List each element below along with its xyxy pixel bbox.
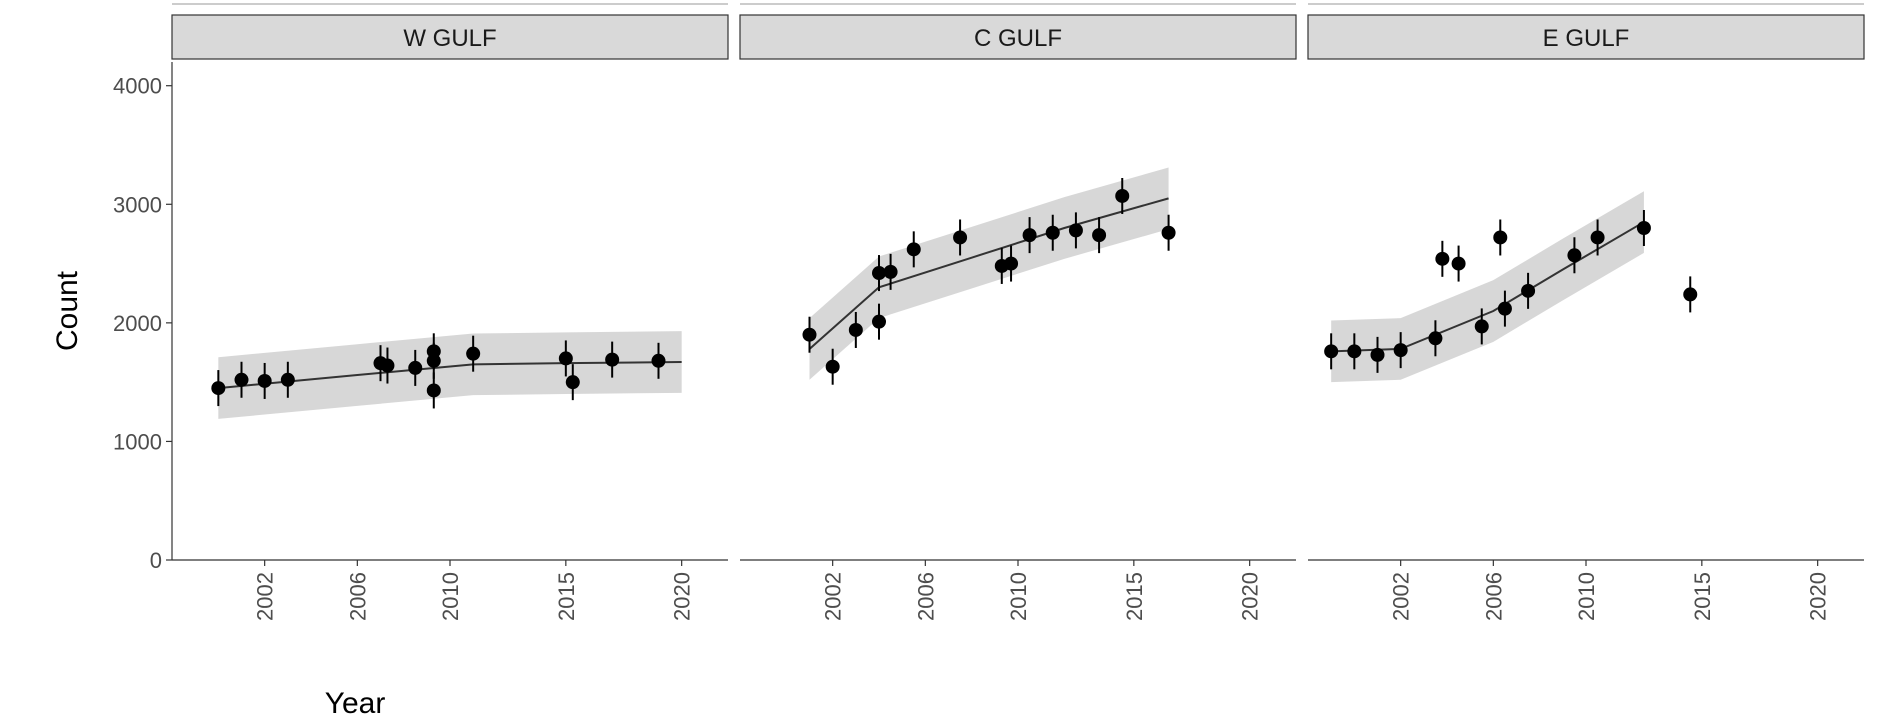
data-point [1115, 188, 1130, 203]
facet-strip-label: W GULF [403, 25, 496, 52]
facet-strip [171, 14, 729, 60]
x-axis-title: Year [325, 687, 386, 720]
y-axis-title: Count [51, 270, 84, 351]
y-tick-label: 0 [150, 548, 162, 573]
y-tick-label: 2000 [113, 311, 162, 336]
data-point [558, 351, 573, 366]
data-point [426, 344, 441, 359]
data-point [1324, 344, 1339, 359]
x-tick-label: 2006 [913, 572, 938, 621]
data-point [1497, 301, 1512, 316]
x-tick-label: 2006 [1481, 572, 1506, 621]
data-point [1474, 319, 1489, 334]
data-point [1022, 228, 1037, 243]
data-point [257, 373, 272, 388]
data-point [1567, 248, 1582, 263]
data-point [1636, 221, 1651, 235]
data-point [1435, 251, 1450, 266]
data-point [280, 372, 295, 387]
x-tick-label: 2002 [1389, 572, 1414, 621]
x-tick-label: 2015 [554, 572, 579, 621]
x-tick-label: 2010 [438, 572, 463, 621]
data-point [872, 314, 886, 329]
data-point [1590, 230, 1605, 245]
data-point [1493, 230, 1508, 245]
x-tick-label: 2006 [345, 572, 370, 621]
y-tick-label: 3000 [113, 192, 162, 217]
data-point [408, 360, 423, 375]
confidence-band [1331, 191, 1644, 383]
data-point [605, 352, 620, 367]
data-point [1393, 343, 1408, 358]
data-point [953, 230, 968, 245]
data-point [1521, 283, 1536, 298]
data-point [1428, 331, 1443, 346]
data-point [872, 266, 886, 281]
data-point [1451, 256, 1466, 271]
x-tick-label: 2010 [1006, 572, 1031, 621]
data-point [1161, 225, 1176, 240]
y-tick-label: 1000 [113, 429, 162, 454]
x-tick-label: 2020 [670, 572, 695, 621]
data-point [1683, 287, 1698, 302]
data-point [234, 372, 249, 387]
data-point [466, 346, 481, 361]
x-tick-label: 2020 [1806, 572, 1831, 621]
x-tick-label: 2015 [1690, 572, 1715, 621]
data-point [426, 383, 441, 398]
data-point [848, 322, 863, 337]
data-point [1045, 225, 1060, 240]
data-point [1092, 228, 1107, 243]
data-point [906, 242, 921, 257]
data-point [565, 375, 580, 390]
data-point [1347, 344, 1362, 359]
facet-strip [739, 14, 1297, 60]
data-point [211, 381, 226, 396]
data-point [651, 353, 666, 368]
facet-strip-label: E GULF [1543, 25, 1630, 52]
facet-strip-label: C GULF [974, 25, 1062, 52]
data-point [883, 264, 898, 279]
data-point [802, 327, 817, 342]
x-tick-label: 2002 [253, 572, 278, 621]
data-point [825, 359, 840, 374]
data-point [1004, 256, 1019, 271]
x-tick-label: 2002 [821, 572, 846, 621]
facet-strip [1307, 14, 1865, 60]
x-tick-label: 2015 [1122, 572, 1147, 621]
data-point [1068, 223, 1083, 238]
x-tick-label: 2020 [1238, 572, 1263, 621]
x-tick-label: 2010 [1574, 572, 1599, 621]
data-point [1370, 347, 1385, 362]
data-point [380, 358, 395, 373]
confidence-band [809, 167, 1169, 380]
y-tick-label: 4000 [113, 74, 162, 99]
